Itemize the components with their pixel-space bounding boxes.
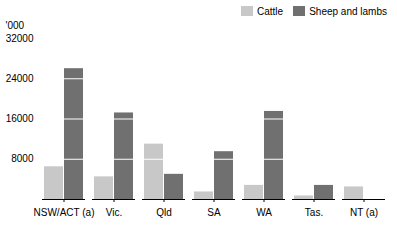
svg-text:Vic.: Vic. (106, 207, 123, 218)
svg-text:Qld: Qld (156, 207, 172, 218)
svg-text:WA: WA (256, 207, 272, 218)
svg-text:24000: 24000 (6, 73, 34, 84)
svg-text:NSW/ACT (a): NSW/ACT (a) (34, 207, 95, 218)
svg-text:8000: 8000 (11, 153, 34, 164)
svg-text:16000: 16000 (6, 113, 34, 124)
svg-text:'000: '000 (6, 20, 25, 31)
svg-text:Tas.: Tas. (305, 207, 323, 218)
svg-text:32000: 32000 (6, 33, 34, 44)
html-text:Sheep and lambs: Sheep and lambs (309, 5, 387, 17)
html-text:Cattle: Cattle (257, 5, 284, 17)
svg-text:SA: SA (207, 207, 221, 218)
svg-text:NT (a): NT (a) (350, 207, 378, 218)
